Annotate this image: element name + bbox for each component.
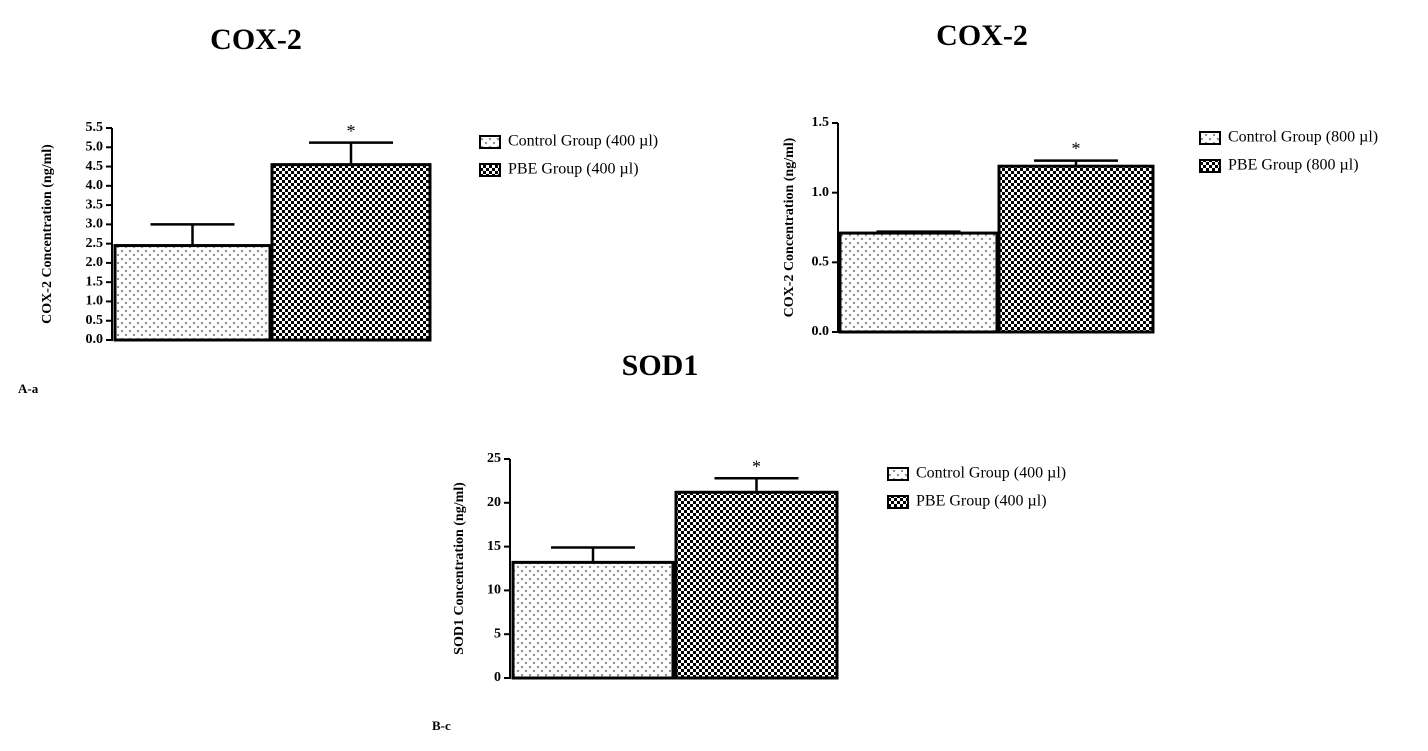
significance-mark: *	[347, 121, 356, 141]
y-tick-label: 20	[487, 495, 501, 510]
bar	[674, 490, 839, 680]
chart-title: SOD1	[622, 349, 699, 382]
legend-label: Control Group (800 µl)	[1228, 129, 1378, 146]
significance-mark: *	[752, 456, 761, 476]
y-tick-label: 0	[494, 670, 501, 685]
legend-label: PBE Group (400 µl)	[916, 493, 1047, 510]
y-tick-label: 15	[487, 539, 501, 554]
legend-swatch	[1199, 159, 1221, 173]
bar	[511, 560, 675, 680]
y-tick-label: 3.5	[86, 197, 104, 212]
y-tick-label: 1.5	[812, 115, 830, 130]
y-tick-label: 2.0	[86, 255, 104, 270]
chart-title: COX-2	[936, 19, 1028, 52]
y-tick-label: 1.0	[812, 185, 830, 200]
panel-label: B-c	[432, 718, 451, 733]
legend-label: Control Group (400 µl)	[916, 465, 1066, 482]
legend-swatch	[479, 163, 501, 177]
legend-swatch	[887, 495, 909, 509]
y-tick-label: 1.5	[86, 274, 104, 289]
y-tick-label: 1.0	[86, 294, 104, 309]
y-axis-label: COX-2 Concentration (ng/ml)	[40, 144, 55, 324]
y-tick-label: 5.0	[86, 139, 104, 154]
legend-label: PBE Group (800 µl)	[1228, 157, 1359, 174]
y-axis-label: SOD1 Concentration (ng/ml)	[452, 482, 467, 655]
significance-mark: *	[1072, 139, 1081, 159]
legend-swatch	[1199, 131, 1221, 145]
y-tick-label: 0.5	[812, 255, 830, 270]
y-axis-label: COX-2 Concentration (ng/ml)	[782, 137, 797, 317]
legend-label: PBE Group (400 µl)	[508, 161, 639, 178]
panel-label: A-a	[18, 381, 39, 396]
bar	[270, 163, 432, 342]
y-tick-label: 2.5	[86, 236, 104, 251]
bar	[113, 244, 272, 342]
legend-label: Control Group (400 µl)	[508, 133, 658, 150]
y-tick-label: 3.0	[86, 217, 104, 232]
bar	[838, 231, 999, 334]
y-tick-label: 0.0	[86, 332, 104, 347]
bar	[997, 164, 1155, 334]
legend-swatch	[887, 467, 909, 481]
y-tick-label: 4.0	[86, 178, 104, 193]
y-tick-label: 4.5	[86, 159, 104, 174]
chart-title: COX-2	[210, 23, 302, 56]
legend-swatch	[479, 135, 501, 149]
y-tick-label: 5	[494, 626, 501, 641]
y-tick-label: 25	[487, 451, 501, 466]
y-tick-label: 0.0	[812, 324, 830, 339]
y-tick-label: 10	[487, 583, 501, 598]
y-tick-label: 0.5	[86, 313, 104, 328]
y-tick-label: 5.5	[86, 120, 104, 135]
